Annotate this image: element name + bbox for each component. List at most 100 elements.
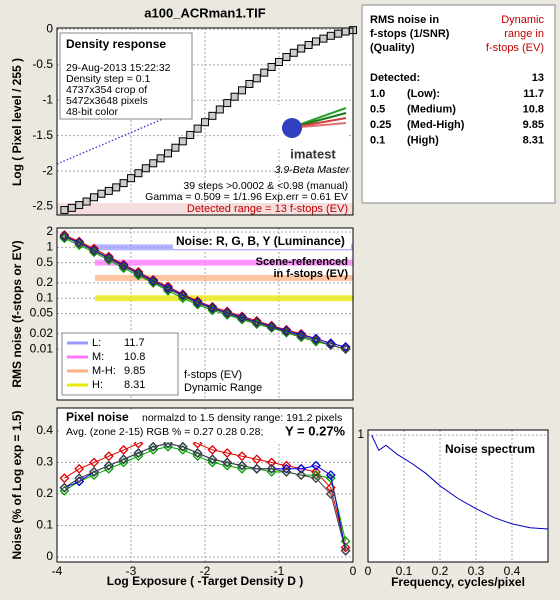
table-value: 8.31: [523, 134, 544, 146]
summary-box: [361, 4, 556, 204]
square-marker: [164, 149, 172, 158]
diamond-marker: [177, 291, 188, 302]
square-marker: [193, 124, 202, 133]
square-marker: [319, 34, 328, 43]
logo-text: imatest: [290, 146, 336, 161]
diamond-marker: [59, 473, 70, 484]
y-axis-label: Log ( Pixel level / 255 ): [10, 58, 24, 186]
diamond-marker: [340, 545, 351, 556]
legend-value: 10.8: [124, 351, 145, 363]
y-tick-label: 0.3: [36, 455, 53, 469]
square-marker: [75, 201, 84, 210]
table-value: 13: [532, 72, 544, 84]
diamond-marker: [311, 460, 321, 471]
table-header: f-stops (EV): [486, 42, 544, 54]
square-marker: [238, 86, 246, 95]
diamond-marker: [207, 302, 218, 313]
diamond-marker: [296, 470, 307, 480]
diamond-marker: [222, 308, 233, 319]
table-quality: (Medium): [407, 103, 456, 115]
plot-frame: [367, 429, 549, 563]
diamond-marker: [281, 326, 292, 337]
diamond-marker: [281, 460, 292, 471]
y-tick-label: 0.1: [36, 290, 53, 304]
y-tick-label: 0.2: [36, 275, 53, 289]
diamond-marker: [103, 460, 114, 471]
table-header: range in: [504, 28, 544, 40]
y-tick-label: 0.2: [36, 486, 53, 500]
table-value: 9.85: [523, 119, 544, 131]
diamond-marker: [281, 325, 292, 336]
diamond-marker: [118, 454, 129, 465]
diamond-marker: [325, 338, 336, 349]
y-tick-label: 0.05: [30, 306, 54, 320]
square-marker: [297, 44, 306, 53]
version: 3.9-Beta Master: [275, 164, 350, 176]
logo-sphere: [282, 118, 302, 138]
diamond-marker: [251, 463, 262, 474]
panel-title: Noise: R, G, B, Y (Luminance): [176, 234, 345, 248]
x-tick-label: 0.3: [468, 564, 485, 578]
diamond-marker: [133, 438, 144, 449]
diamond-marker: [207, 444, 218, 455]
diamond-marker: [237, 451, 247, 462]
table-value: 10.8: [523, 103, 544, 115]
x-tick-label: 0.2: [432, 564, 449, 578]
table-header: RMS noise in: [370, 14, 439, 26]
diamond-marker: [237, 312, 247, 323]
table-header: (Quality): [370, 42, 415, 54]
diamond-marker: [89, 457, 99, 468]
diamond-marker: [325, 489, 336, 499]
diamond-marker: [237, 460, 247, 471]
x-tick-label: 0: [350, 564, 357, 578]
y-tick-label: -1: [42, 92, 53, 106]
info-line: 29-Aug-2013 15:22:32: [66, 62, 171, 74]
square-marker: [341, 27, 350, 36]
diamond-marker: [311, 470, 321, 480]
square-marker: [312, 37, 320, 46]
plot-area: [368, 430, 548, 562]
square-marker: [112, 183, 121, 192]
y-tick-label: 0.01: [30, 341, 54, 355]
y-tick-label: 1: [46, 240, 53, 254]
square-marker: [275, 58, 283, 66]
diamond-marker: [192, 297, 203, 308]
legend-caption: f-stops (EV): [184, 369, 242, 381]
x-axis-label: Frequency, cycles/pixel: [391, 575, 525, 589]
square-marker: [282, 53, 291, 62]
square-marker: [171, 143, 180, 152]
diamond-marker: [89, 246, 99, 256]
diamond-marker: [163, 438, 173, 449]
diamond-marker: [340, 342, 351, 352]
table-quality: (Med-High): [407, 119, 465, 131]
annotation: in f-stops (EV): [273, 268, 348, 280]
square-marker: [90, 193, 98, 202]
diamond-marker: [311, 467, 321, 477]
diamond-marker: [148, 275, 159, 286]
diamond-marker: [296, 463, 307, 474]
table-value: 11.7: [523, 88, 544, 100]
diamond-marker: [74, 473, 85, 484]
diamond-marker: [148, 441, 159, 452]
square-marker: [149, 159, 158, 168]
y-tick-label: 0.02: [30, 326, 54, 340]
square-marker: [260, 68, 269, 77]
threshold-bar: [95, 259, 353, 266]
diamond-marker: [311, 473, 321, 484]
diamond-marker: [133, 269, 144, 279]
square-marker: [326, 31, 335, 40]
x-tick-label: -3: [126, 564, 137, 578]
legend-label: H:: [92, 379, 103, 391]
x-axis-label: Log Exposure ( -Target Density D ): [107, 574, 303, 588]
square-marker: [215, 105, 224, 114]
diamond-marker: [281, 467, 292, 477]
x-tick-label: -4: [52, 564, 63, 578]
diamond-marker: [74, 463, 85, 474]
diamond-marker: [237, 311, 247, 322]
diamond-marker: [148, 276, 159, 287]
panel-title: Density response: [66, 37, 166, 51]
threshold-bar: [95, 295, 353, 302]
square-marker: [267, 62, 276, 71]
y-tick-label: 1: [357, 427, 364, 441]
